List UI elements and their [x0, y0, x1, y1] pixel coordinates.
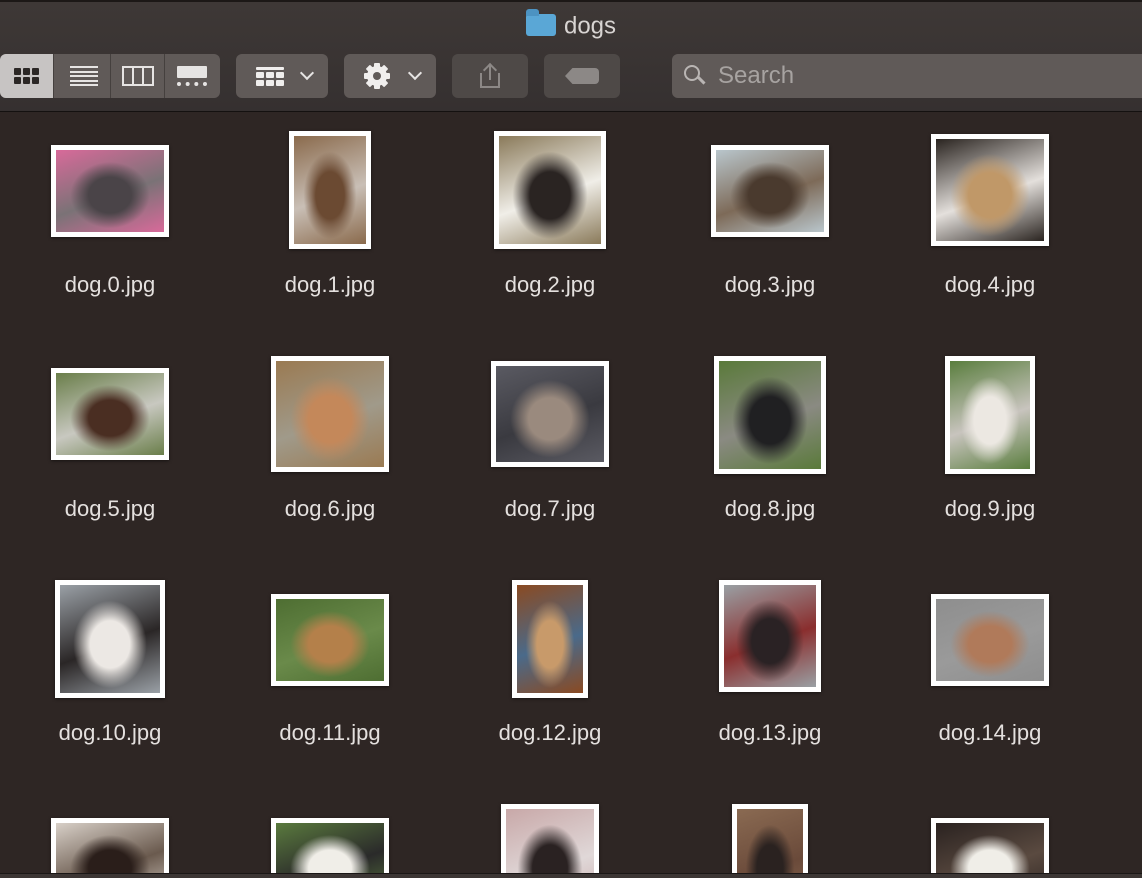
- file-thumbnail[interactable]: [271, 818, 389, 878]
- file-item[interactable]: [220, 112, 440, 336]
- gear-icon: [364, 63, 390, 89]
- file-thumbnail[interactable]: [931, 818, 1049, 878]
- file-thumbnail[interactable]: [51, 368, 169, 460]
- window-title-text: dogs: [564, 13, 616, 40]
- column-view-icon: [122, 66, 154, 86]
- dog-photo: [276, 823, 384, 878]
- dog-photo: [506, 809, 594, 878]
- dog-photo: [517, 585, 583, 693]
- file-item[interactable]: [0, 112, 220, 336]
- file-thumbnail[interactable]: [714, 356, 826, 474]
- file-item[interactable]: [660, 112, 880, 336]
- dog-photo: [276, 599, 384, 681]
- file-thumbnail[interactable]: [491, 361, 609, 467]
- file-name-label[interactable]: dog.6.jpg: [220, 496, 440, 522]
- file-name-label[interactable]: dog.13.jpg: [660, 720, 880, 746]
- dog-photo: [60, 585, 160, 693]
- file-thumbnail[interactable]: [931, 594, 1049, 686]
- file-name-label[interactable]: dog.12.jpg: [440, 720, 660, 746]
- dog-photo: [724, 585, 816, 687]
- share-icon: [479, 63, 501, 89]
- dog-photo: [936, 823, 1044, 878]
- view-mode-selector: [0, 54, 220, 98]
- group-by-button[interactable]: [236, 54, 328, 98]
- list-view-icon: [70, 66, 98, 86]
- file-name-label[interactable]: dog.10.jpg: [0, 720, 220, 746]
- file-icon-grid: dog.0.jpg dog.1.jpg dog.2.jpg dog.3.jpg dog.…: [0, 112, 1142, 878]
- action-menu-button[interactable]: [344, 54, 436, 98]
- file-name-label[interactable]: dog.11.jpg: [220, 720, 440, 746]
- file-name-label[interactable]: dog.9.jpg: [880, 496, 1100, 522]
- file-thumbnail[interactable]: [51, 818, 169, 878]
- file-thumbnail[interactable]: [501, 804, 599, 878]
- file-name-label[interactable]: dog.8.jpg: [660, 496, 880, 522]
- file-thumbnail[interactable]: [732, 804, 808, 878]
- gallery-view-icon: [177, 66, 207, 86]
- search-icon: [684, 65, 704, 85]
- file-thumbnail[interactable]: [271, 356, 389, 472]
- folder-icon: [526, 14, 556, 36]
- dog-photo: [719, 361, 821, 469]
- dog-photo: [496, 366, 604, 462]
- dog-photo: [56, 373, 164, 455]
- search-input[interactable]: [718, 60, 1138, 92]
- window-title: dogs: [0, 12, 1142, 41]
- dog-photo: [737, 809, 803, 878]
- chevron-down-icon: [300, 66, 314, 80]
- dog-photo: [950, 361, 1030, 469]
- search-field[interactable]: [672, 54, 1142, 98]
- file-thumbnail[interactable]: [55, 580, 165, 698]
- share-button[interactable]: [452, 54, 528, 98]
- file-name-label[interactable]: dog.7.jpg: [440, 496, 660, 522]
- file-name-label[interactable]: dog.14.jpg: [880, 720, 1100, 746]
- file-thumbnail[interactable]: [271, 594, 389, 686]
- file-item[interactable]: [880, 112, 1100, 336]
- icon-view-button[interactable]: [0, 54, 54, 98]
- file-thumbnail[interactable]: [945, 356, 1035, 474]
- group-by-icon: [256, 67, 284, 86]
- gallery-view-button[interactable]: [165, 54, 219, 98]
- column-view-button[interactable]: [111, 54, 165, 98]
- dog-photo: [936, 599, 1044, 681]
- file-item[interactable]: [440, 112, 660, 336]
- tag-icon: [565, 68, 599, 84]
- dog-photo: [56, 823, 164, 878]
- dog-photo: [276, 361, 384, 467]
- list-view-button[interactable]: [57, 54, 111, 98]
- file-thumbnail[interactable]: [512, 580, 588, 698]
- toolbar: dogs: [0, 0, 1142, 112]
- tags-button[interactable]: [544, 54, 620, 98]
- window-bottom-edge: [0, 873, 1142, 878]
- file-thumbnail[interactable]: [719, 580, 821, 692]
- icon-view-icon: [14, 68, 39, 84]
- chevron-down-icon: [408, 66, 422, 80]
- file-name-label[interactable]: dog.5.jpg: [0, 496, 220, 522]
